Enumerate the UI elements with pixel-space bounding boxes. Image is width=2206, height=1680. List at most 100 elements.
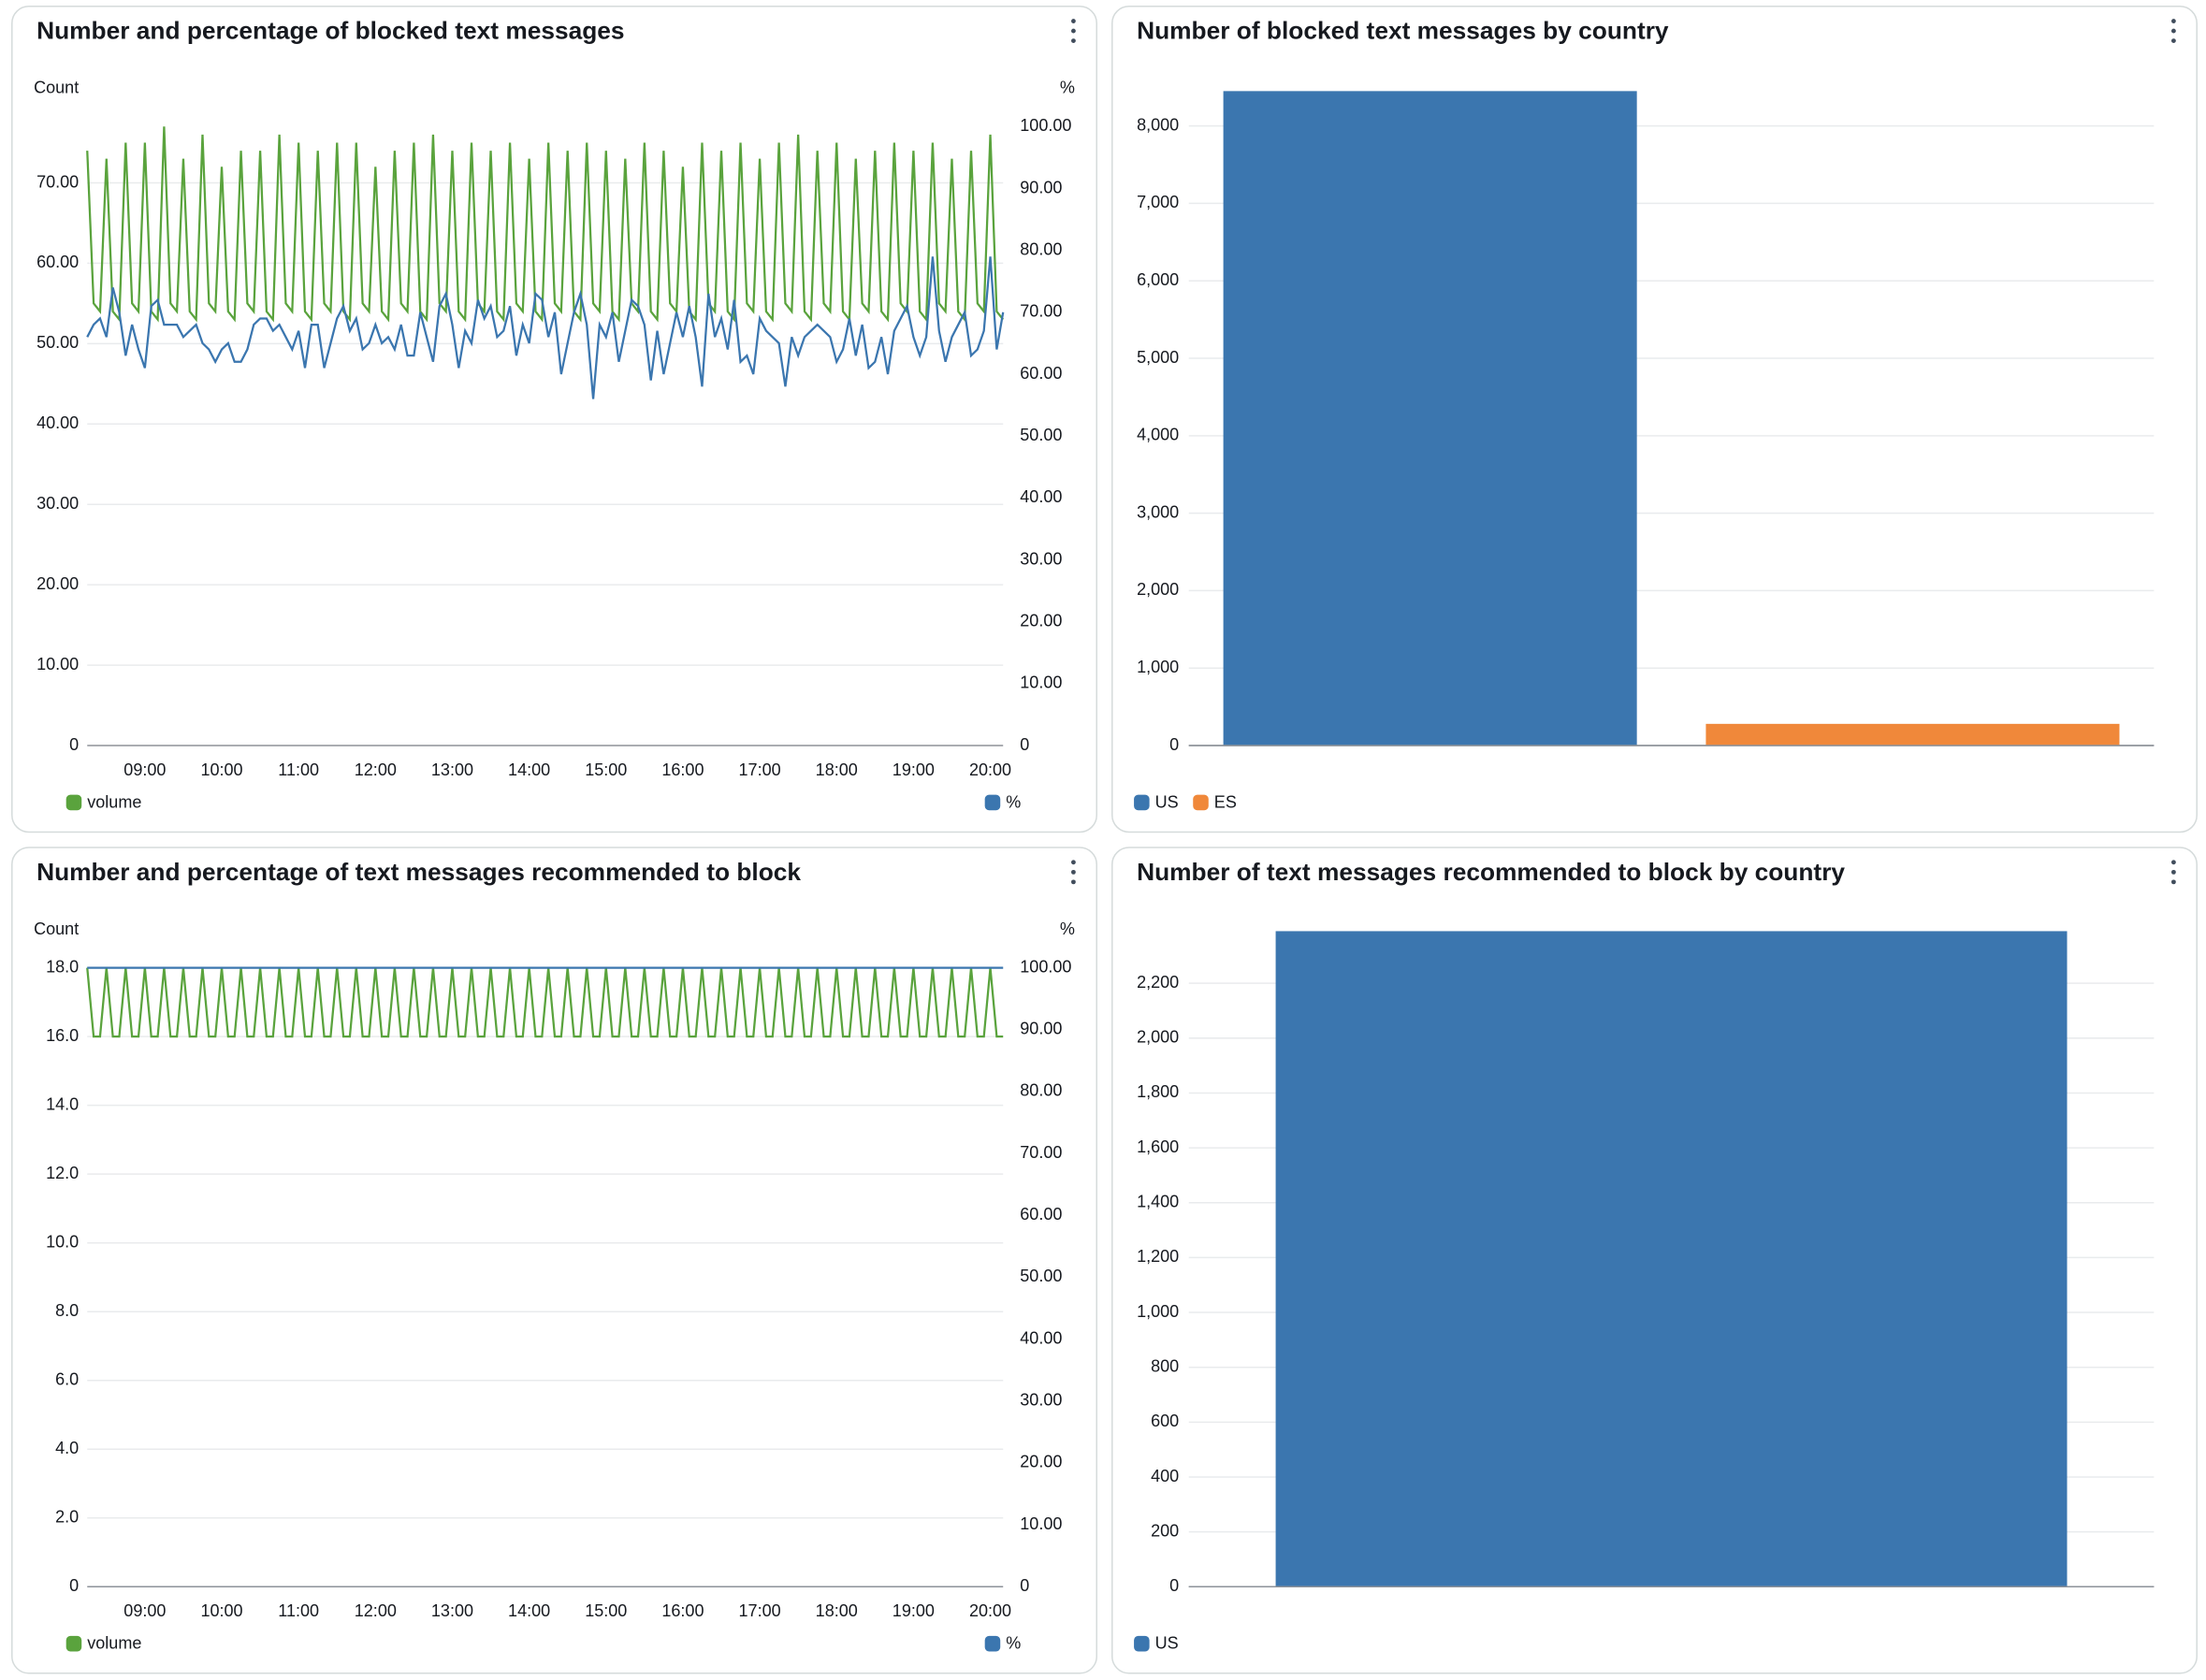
y2-tick-label: 20.00 [1020,611,1062,630]
legend-swatch [1134,794,1150,811]
y2-tick-label: 90.00 [1020,1020,1062,1038]
y2-tick-label: 80.00 [1020,1081,1062,1100]
x-tick-label: 14:00 [508,760,550,779]
bar [1275,931,2068,1587]
panel [11,6,1097,833]
menu-dot [2170,28,2176,34]
y-tick-label: 2,000 [1137,580,1179,599]
y-tick-label: 1,600 [1137,1137,1179,1156]
x-tick-label: 10:00 [200,760,242,779]
y-tick-label: 200 [1151,1521,1179,1540]
y2-tick-label: 80.00 [1020,239,1062,258]
x-tick-label: 11:00 [278,760,319,779]
x-tick-label: 18:00 [816,760,858,779]
y-tick-label: 2.0 [55,1508,79,1527]
y2-tick-label: 90.00 [1020,178,1062,196]
y2-tick-label: 20.00 [1020,1453,1062,1471]
y2-tick-label: 70.00 [1020,302,1062,321]
panel [11,847,1097,1674]
y-tick-label: 14.0 [46,1094,79,1113]
legend-label: % [1006,792,1021,811]
y-tick-label: 0 [1169,735,1179,754]
y-tick-label: 0 [69,1576,79,1595]
legend-swatch [65,794,82,811]
x-tick-label: 12:00 [355,1601,397,1620]
y-tick-label: 7,000 [1137,193,1179,211]
x-tick-label: 19:00 [893,760,935,779]
y-tick-label: 6,000 [1137,270,1179,289]
x-tick-label: 16:00 [661,1601,704,1620]
y2-axis-label: % [1060,920,1075,938]
y2-tick-label: 10.00 [1020,673,1062,692]
y-tick-label: 1,400 [1137,1193,1179,1211]
y2-tick-label: 0 [1020,735,1029,754]
legend-swatch [65,1635,82,1652]
y-tick-label: 70.00 [36,172,79,191]
y2-tick-label: 60.00 [1020,364,1062,383]
menu-dot [1071,38,1076,44]
y-tick-label: 8,000 [1137,115,1179,134]
menu-button[interactable] [2170,860,2176,885]
x-tick-label: 20:00 [969,1601,1011,1620]
x-tick-label: 13:00 [431,1601,473,1620]
x-tick-label: 17:00 [739,760,781,779]
y-tick-label: 8.0 [55,1301,79,1320]
y2-tick-label: 40.00 [1020,1328,1062,1347]
menu-button[interactable] [2170,19,2176,44]
x-tick-label: 10:00 [200,1601,242,1620]
menu-dot [2170,860,2176,865]
panel-title: Number of text messages recommended to b… [1137,858,1845,886]
menu-dot [2170,38,2176,44]
menu-button[interactable] [1071,19,1076,44]
x-tick-label: 12:00 [355,760,397,779]
y-tick-label: 800 [1151,1356,1179,1375]
menu-button[interactable] [1071,860,1076,885]
x-tick-label: 15:00 [585,760,627,779]
legend-swatch [984,1635,1001,1652]
x-tick-label: 17:00 [739,1601,781,1620]
x-tick-label: 09:00 [123,1601,166,1620]
menu-dot [1071,28,1076,34]
legend-label: volume [87,1634,141,1653]
y-tick-label: 600 [1151,1412,1179,1430]
y-tick-label: 1,200 [1137,1247,1179,1266]
y-tick-label: 40.00 [36,413,79,432]
y2-tick-label: 100.00 [1020,116,1071,135]
y-tick-label: 3,000 [1137,502,1179,521]
y-tick-label: 16.0 [46,1026,79,1045]
y-tick-label: 2,200 [1137,973,1179,992]
menu-dot [1071,869,1076,875]
bar [1705,723,2120,746]
panel-title: Number and percentage of blocked text me… [36,17,624,45]
x-tick-label: 20:00 [969,760,1011,779]
y2-tick-label: 50.00 [1020,426,1062,444]
y2-axis-label: % [1060,79,1075,97]
x-tick-label: 11:00 [278,1601,319,1620]
x-tick-label: 09:00 [123,760,166,779]
y-tick-label: 18.0 [46,957,79,976]
y2-tick-label: 50.00 [1020,1267,1062,1285]
menu-dot [2170,869,2176,875]
bar [1223,91,1637,746]
y-axis-label: Count [34,79,79,97]
x-tick-label: 18:00 [816,1601,858,1620]
legend-label: % [1006,1634,1021,1653]
y-tick-label: 1,800 [1137,1082,1179,1101]
menu-dot [1071,879,1076,885]
y2-tick-label: 30.00 [1020,1391,1062,1410]
menu-dot [2170,879,2176,885]
y-tick-label: 1,000 [1137,658,1179,676]
y2-tick-label: 100.00 [1020,957,1071,976]
menu-dot [1071,860,1076,865]
y2-tick-label: 40.00 [1020,487,1062,506]
menu-dot [1071,19,1076,23]
legend-swatch [984,794,1001,811]
y-axis-label: Count [34,920,79,938]
y-tick-label: 6.0 [55,1370,79,1389]
y-tick-label: 0 [1169,1576,1179,1595]
panel-title: Number and percentage of text messages r… [36,858,801,886]
legend-label: ES [1214,792,1237,811]
y-tick-label: 2,000 [1137,1028,1179,1047]
y-tick-label: 12.0 [46,1164,79,1182]
